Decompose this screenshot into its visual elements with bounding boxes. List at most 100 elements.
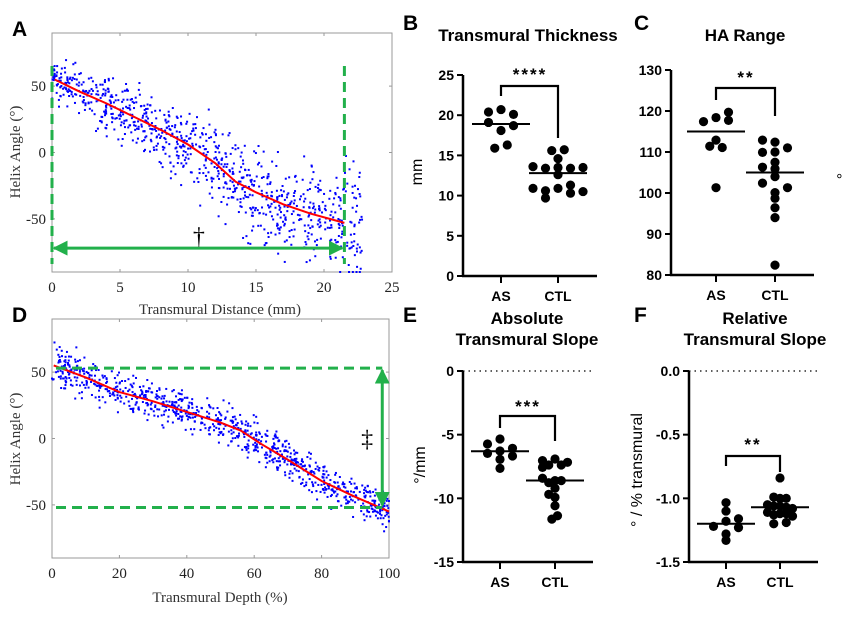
scatter-point (57, 98, 60, 101)
data-point (490, 143, 500, 153)
scatter-point (94, 374, 97, 377)
scatter-point (217, 441, 220, 444)
scatter-point (358, 218, 361, 221)
scatter-point (323, 479, 326, 482)
scatter-point (174, 173, 177, 176)
scatter-point (104, 111, 107, 114)
data-point (547, 514, 557, 524)
scatter-point (115, 381, 118, 384)
scatter-point (315, 490, 318, 493)
scatter-point (336, 500, 339, 503)
scatter-point (334, 193, 337, 196)
scatter-point (74, 61, 77, 64)
scatter-point (294, 459, 297, 462)
scatter-point (205, 153, 208, 156)
scatter-point (358, 221, 361, 224)
scatter-point (342, 485, 345, 488)
scatter-point (247, 444, 250, 447)
scatter-point (114, 117, 117, 120)
panel-f-title-line2: Transmural Slope (684, 330, 827, 349)
scatter-point (353, 254, 356, 257)
scatter-point (223, 163, 226, 166)
scatter-point (250, 214, 253, 217)
scatter-point (255, 443, 258, 446)
scatter-point (244, 429, 247, 432)
scatter-point (385, 526, 388, 529)
scatter-point (95, 100, 98, 103)
scatter-point (309, 181, 312, 184)
scatter-point (104, 401, 107, 404)
scatter-point (228, 170, 231, 173)
scatter-point (316, 498, 319, 501)
scatter-point (345, 490, 348, 493)
scatter-point (154, 125, 157, 128)
panel-a-scatter-series (51, 59, 364, 273)
scatter-point (216, 147, 219, 150)
scatter-point (270, 194, 273, 197)
scatter-point (52, 79, 55, 82)
scatter-point (189, 153, 192, 156)
scatter-point (241, 159, 244, 162)
scatter-point (224, 152, 227, 155)
scatter-point (294, 190, 297, 193)
scatter-point (154, 404, 157, 407)
scatter-point (119, 394, 122, 397)
scatter-point (182, 165, 185, 168)
scatter-point (278, 194, 281, 197)
scatter-point (214, 414, 217, 417)
scatter-point (375, 510, 378, 513)
scatter-point (102, 92, 105, 95)
scatter-point (310, 469, 313, 472)
scatter-point (270, 191, 273, 194)
scatter-point (222, 165, 225, 168)
scatter-point (341, 222, 344, 225)
scatter-point (213, 141, 216, 144)
scatter-point (232, 190, 235, 193)
scatter-point (66, 363, 69, 366)
scatter-point (312, 471, 315, 474)
scatter-point (67, 359, 70, 362)
scatter-point (365, 490, 368, 493)
scatter-point (124, 380, 127, 383)
scatter-point (130, 131, 133, 134)
scatter-point (145, 115, 148, 118)
scatter-point (256, 209, 259, 212)
scatter-point (124, 386, 127, 389)
scatter-point (131, 386, 134, 389)
scatter-point (289, 202, 292, 205)
scatter-point (164, 152, 167, 155)
scatter-point (91, 109, 94, 112)
panel-d-ytick-label: -50 (26, 498, 46, 514)
scatter-point (117, 138, 120, 141)
scatter-point (155, 144, 158, 147)
scatter-point (224, 416, 227, 419)
scatter-point (248, 193, 251, 196)
scatter-point (326, 495, 329, 498)
scatter-point (337, 485, 340, 488)
scatter-point (233, 415, 236, 418)
scatter-point (143, 112, 146, 115)
panel-e-ylabel: °/mm (412, 446, 429, 484)
scatter-point (243, 144, 246, 147)
scatter-point (220, 201, 223, 204)
scatter-point (227, 430, 230, 433)
panel-a-fit-line (54, 78, 345, 224)
scatter-point (230, 196, 233, 199)
scatter-point (53, 68, 56, 71)
scatter-point (239, 180, 242, 183)
scatter-point (88, 374, 91, 377)
scatter-point (227, 444, 230, 447)
scatter-point (289, 452, 292, 455)
scatter-point (70, 79, 73, 82)
scatter-point (358, 176, 361, 179)
scatter-point (289, 470, 292, 473)
scatter-point (369, 495, 372, 498)
scatter-point (53, 341, 56, 344)
scatter-point (384, 493, 387, 496)
scatter-point (275, 447, 278, 450)
scatter-point (156, 408, 159, 411)
scatter-point (326, 484, 329, 487)
scatter-point (289, 203, 292, 206)
scatter-point (305, 243, 308, 246)
scatter-point (135, 401, 138, 404)
